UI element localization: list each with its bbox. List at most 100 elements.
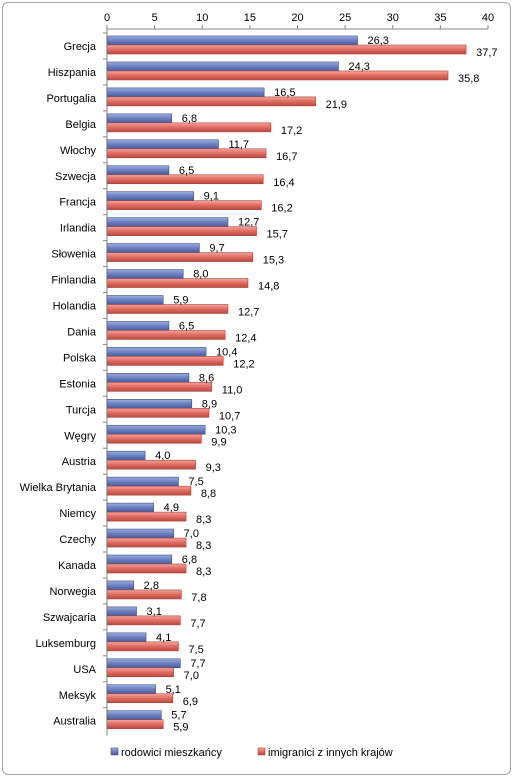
bar-immigrant xyxy=(106,667,174,678)
data-label: 37,7 xyxy=(476,47,497,59)
data-label: 26,3 xyxy=(368,35,389,47)
data-label: 4,0 xyxy=(155,450,170,462)
bar-native xyxy=(106,398,193,409)
bar-immigrant xyxy=(106,382,213,392)
x-axis-tick-label: 5 xyxy=(152,12,158,24)
category-label: Szwecja xyxy=(55,171,97,183)
data-label: 8,3 xyxy=(196,540,211,552)
bar-native xyxy=(106,35,358,46)
data-label: 7,7 xyxy=(190,658,205,670)
data-label: 8,3 xyxy=(196,514,211,526)
bar-immigrant xyxy=(106,693,174,704)
category-label: Kanada xyxy=(58,560,97,572)
data-label: 12,2 xyxy=(233,358,254,370)
bar-immigrant xyxy=(106,304,229,314)
data-label: 10,3 xyxy=(215,424,236,436)
data-label: 15,7 xyxy=(267,229,288,241)
data-label: 6,9 xyxy=(183,696,198,708)
data-label: 24,3 xyxy=(348,61,369,73)
data-label: 5,9 xyxy=(173,722,188,734)
bar-native xyxy=(106,191,194,201)
data-label: 21,9 xyxy=(326,99,347,111)
category-label: Wielka Brytania xyxy=(20,482,97,494)
bar-immigrant xyxy=(106,433,202,444)
labels-layer: Grecja 26,3 37,7 Hiszpania 24,3 35,8 Portugali… xyxy=(20,35,498,734)
data-label: 16,7 xyxy=(276,151,297,163)
data-label: 6,8 xyxy=(182,554,197,566)
bar-native xyxy=(106,61,339,72)
bar-immigrant xyxy=(106,330,226,340)
category-label: Szwajcaria xyxy=(43,612,97,624)
bar-native xyxy=(106,243,200,253)
category-label: Czechy xyxy=(59,534,96,546)
category-label: Austria xyxy=(62,456,97,468)
category-label: Włochy xyxy=(60,145,97,157)
data-label: 5,1 xyxy=(166,684,181,696)
bar-immigrant xyxy=(106,278,249,288)
category-label: USA xyxy=(73,664,96,676)
bars-layer xyxy=(106,35,467,730)
legend-swatch xyxy=(110,747,119,756)
category-label: Holandia xyxy=(53,301,97,313)
data-label: 9,7 xyxy=(209,243,224,255)
bar-native xyxy=(106,269,184,279)
bar-native xyxy=(106,606,137,617)
legend: rodowici mieszkańcy imigranici z innych k… xyxy=(110,747,393,759)
bar-immigrant xyxy=(106,485,192,496)
bar-immigrant xyxy=(106,252,254,262)
bar-native xyxy=(106,139,219,150)
data-label: 12,7 xyxy=(238,307,259,319)
bar-native xyxy=(106,554,173,565)
bar-native xyxy=(106,321,170,331)
bar-native xyxy=(106,684,156,695)
bar-immigrant xyxy=(106,122,272,133)
bar-native xyxy=(106,165,170,176)
bar-immigrant xyxy=(106,537,187,548)
data-label: 8,3 xyxy=(196,566,211,578)
bar-immigrant xyxy=(106,511,187,522)
x-axis-tick-label: 40 xyxy=(482,12,494,24)
data-label: 7,0 xyxy=(184,670,199,682)
bar-native xyxy=(106,580,134,591)
bar-native xyxy=(106,658,181,669)
bar-native xyxy=(106,295,164,305)
bar-immigrant xyxy=(106,226,257,236)
bar-immigrant xyxy=(106,96,316,107)
data-label: 7,5 xyxy=(188,644,203,656)
category-label: Turcja xyxy=(66,404,97,416)
data-label: 14,8 xyxy=(258,281,279,293)
category-label: Francja xyxy=(59,197,97,209)
bar-native xyxy=(106,113,173,124)
data-label: 6,8 xyxy=(182,113,197,125)
category-label: Słowenia xyxy=(51,249,97,261)
data-label: 10,7 xyxy=(219,410,240,422)
data-label: 10,4 xyxy=(216,346,237,358)
data-label: 7,8 xyxy=(191,592,206,604)
data-label: 5,9 xyxy=(173,295,188,307)
bar-immigrant xyxy=(106,641,179,652)
category-label: Estonia xyxy=(59,378,97,390)
data-label: 4,1 xyxy=(156,632,171,644)
bar-immigrant xyxy=(106,44,467,55)
data-label: 11,0 xyxy=(222,384,243,396)
bar-native xyxy=(106,217,229,227)
category-label: Dania xyxy=(67,326,97,338)
bar-native xyxy=(106,450,146,461)
category-label: Finlandia xyxy=(51,275,97,287)
data-label: 8,9 xyxy=(202,398,217,410)
data-label: 16,5 xyxy=(274,87,295,99)
bar-native xyxy=(106,347,207,357)
category-label: Niemcy xyxy=(59,508,96,520)
bar-native xyxy=(106,476,179,487)
legend-label: imigranici z innych krajów xyxy=(268,747,393,759)
bar-immigrant xyxy=(106,719,164,730)
data-label: 8,6 xyxy=(199,372,214,384)
data-label: 7,7 xyxy=(190,618,205,630)
data-label: 5,7 xyxy=(171,710,186,722)
data-label: 15,3 xyxy=(263,255,284,267)
data-label: 3,1 xyxy=(147,606,162,618)
bar-immigrant xyxy=(106,589,182,600)
category-label: Belgia xyxy=(65,119,96,131)
x-axis-tick-label: 30 xyxy=(387,12,399,24)
